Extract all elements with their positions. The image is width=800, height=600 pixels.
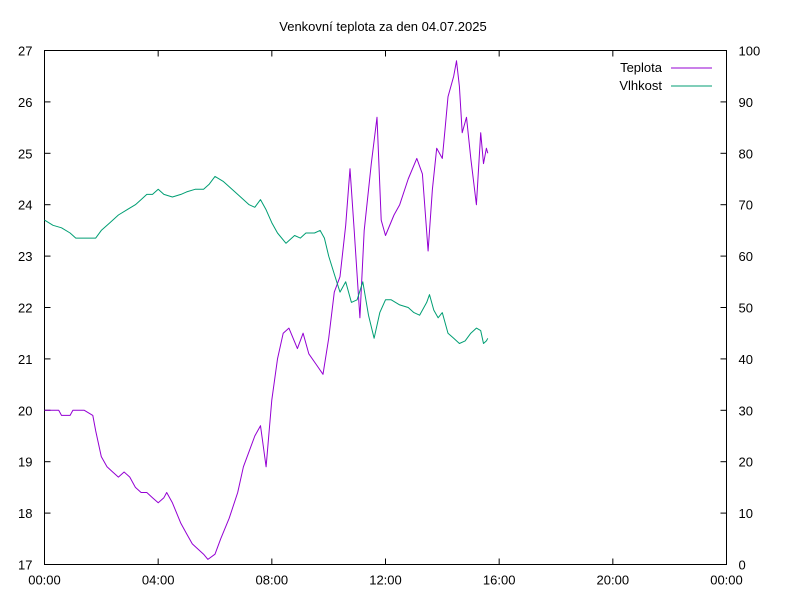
x-tick-label: 08:00 bbox=[256, 573, 289, 588]
y-axis-left: 17 18 19 20 21 22 23 24 25 26 27 bbox=[18, 44, 51, 573]
y-tick-label: 27 bbox=[18, 44, 32, 59]
y-tick-label: 23 bbox=[18, 249, 32, 264]
y-tick-label: 25 bbox=[18, 146, 32, 161]
plot-border bbox=[44, 50, 727, 565]
y2-tick-label: 70 bbox=[739, 198, 753, 213]
x-axis: 00:00 04:00 08:00 12:00 16:00 20:00 00:00 bbox=[28, 50, 743, 588]
y2-tick-label: 30 bbox=[739, 403, 753, 418]
y-tick-label: 20 bbox=[18, 403, 32, 418]
series-line-teplota bbox=[44, 60, 489, 560]
series-lines bbox=[44, 60, 489, 560]
y2-tick-label: 90 bbox=[739, 95, 753, 110]
legend-label: Vlhkost bbox=[619, 78, 662, 93]
y-tick-label: 18 bbox=[18, 506, 32, 521]
x-tick-label: 04:00 bbox=[142, 573, 175, 588]
y-tick-label: 17 bbox=[18, 558, 32, 573]
y2-tick-label: 100 bbox=[739, 44, 761, 59]
y2-tick-label: 10 bbox=[739, 506, 753, 521]
y2-tick-label: 20 bbox=[739, 455, 753, 470]
y-tick-label: 24 bbox=[18, 198, 32, 213]
y-tick-label: 26 bbox=[18, 95, 32, 110]
x-tick-label: 20:00 bbox=[597, 573, 630, 588]
y2-tick-label: 50 bbox=[739, 301, 753, 316]
legend-label: Teplota bbox=[620, 60, 663, 75]
y-tick-label: 22 bbox=[18, 301, 32, 316]
y2-tick-label: 0 bbox=[739, 558, 746, 573]
x-tick-label: 12:00 bbox=[369, 573, 402, 588]
y-tick-label: 21 bbox=[18, 352, 32, 367]
y2-tick-label: 60 bbox=[739, 249, 753, 264]
y-axis-right: 0 10 20 30 40 50 60 70 80 90 100 bbox=[720, 44, 761, 573]
chart-title: Venkovní teplota za den 04.07.2025 bbox=[279, 19, 486, 34]
y2-tick-label: 40 bbox=[739, 352, 753, 367]
legend: Teplota Vlhkost bbox=[619, 60, 712, 93]
y2-tick-label: 80 bbox=[739, 146, 753, 161]
series-line-vlhkost bbox=[44, 175, 489, 344]
y-tick-label: 19 bbox=[18, 455, 32, 470]
x-tick-label: 16:00 bbox=[483, 573, 516, 588]
x-tick-label: 00:00 bbox=[28, 573, 61, 588]
x-tick-label: 00:00 bbox=[710, 573, 743, 588]
